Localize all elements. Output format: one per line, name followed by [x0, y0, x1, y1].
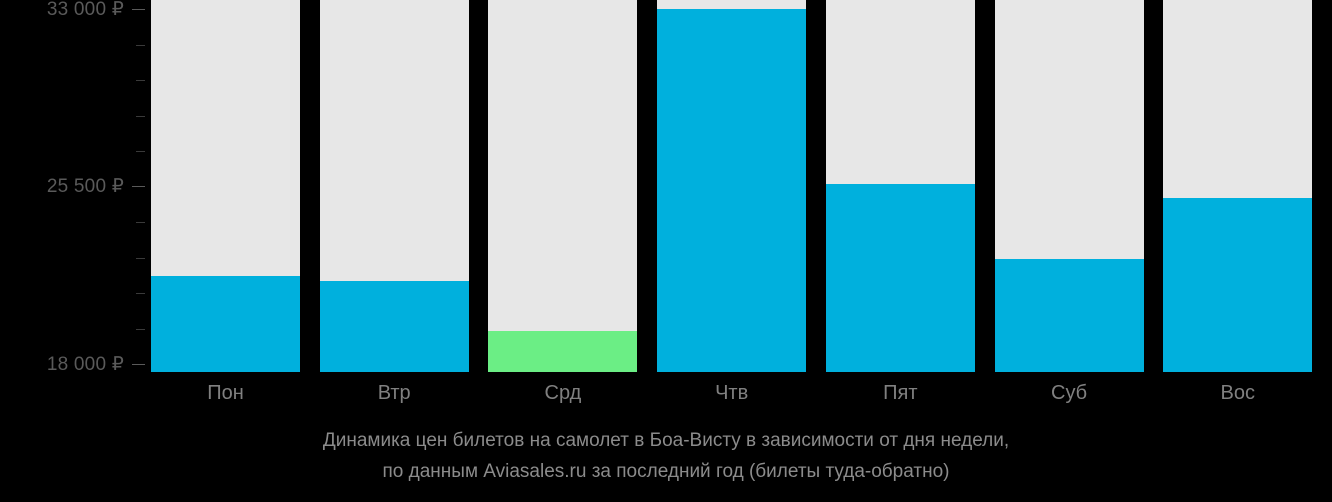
- x-axis-label-срд: Срд: [544, 382, 582, 404]
- bar-fill: [488, 330, 638, 372]
- chart-caption: Динамика цен билетов на самолет в Боа-Ви…: [0, 425, 1332, 487]
- bar-fill: [319, 281, 469, 372]
- bar-fill: [1163, 198, 1313, 372]
- plot-area: [151, 0, 1332, 372]
- y-tick-mark: [132, 8, 145, 10]
- y-axis-minor-tick: [136, 293, 145, 294]
- x-axis-label-чтв: Чтв: [715, 382, 749, 404]
- y-axis-minor-tick: [136, 115, 145, 117]
- x-axis-label-пон: Пон: [207, 382, 244, 404]
- caption-line-2: по данным Aviasales.ru за последний год …: [382, 461, 950, 482]
- bar-fill: [994, 258, 1144, 372]
- bar-fill: [151, 276, 300, 372]
- bar-column[interactable]: [994, 0, 1144, 372]
- y-tick-mark: [132, 363, 145, 365]
- bar-column[interactable]: [488, 0, 638, 372]
- y-axis-minor-tick: [136, 222, 145, 223]
- bar-column[interactable]: [319, 0, 469, 372]
- y-tick-mark: [132, 186, 145, 187]
- y-axis-minor-tick: [136, 151, 145, 152]
- x-axis-label-пят: Пят: [883, 382, 918, 404]
- y-axis-minor-tick: [136, 257, 145, 259]
- y-axis-label: 18 000 ₽: [46, 353, 124, 375]
- bar-fill: [825, 184, 975, 372]
- bar-column[interactable]: [151, 0, 300, 372]
- x-axis-label-втр: Втр: [377, 382, 411, 404]
- y-axis-minor-tick: [136, 328, 145, 330]
- bar-column[interactable]: [825, 0, 975, 372]
- y-axis-minor-tick: [136, 44, 145, 46]
- y-axis: 33 000 ₽ 25 500 ₽ 18 000 ₽: [0, 0, 151, 375]
- bar-column[interactable]: [1163, 0, 1313, 372]
- bar-fill: [657, 9, 807, 372]
- x-axis: Пон Втр Срд Чтв Пят Суб Вос: [151, 372, 1332, 417]
- x-axis-label-вос: Вос: [1220, 382, 1256, 404]
- x-axis-label-суб: Суб: [1051, 382, 1088, 404]
- bar-track: [488, 0, 638, 372]
- caption-line-1: Динамика цен билетов на самолет в Боа-Ви…: [322, 430, 1010, 451]
- y-axis-minor-tick: [136, 80, 145, 81]
- bar-column[interactable]: [657, 0, 807, 372]
- y-axis-label: 25 500 ₽: [46, 176, 124, 197]
- y-axis-label: 33 000 ₽: [46, 0, 124, 20]
